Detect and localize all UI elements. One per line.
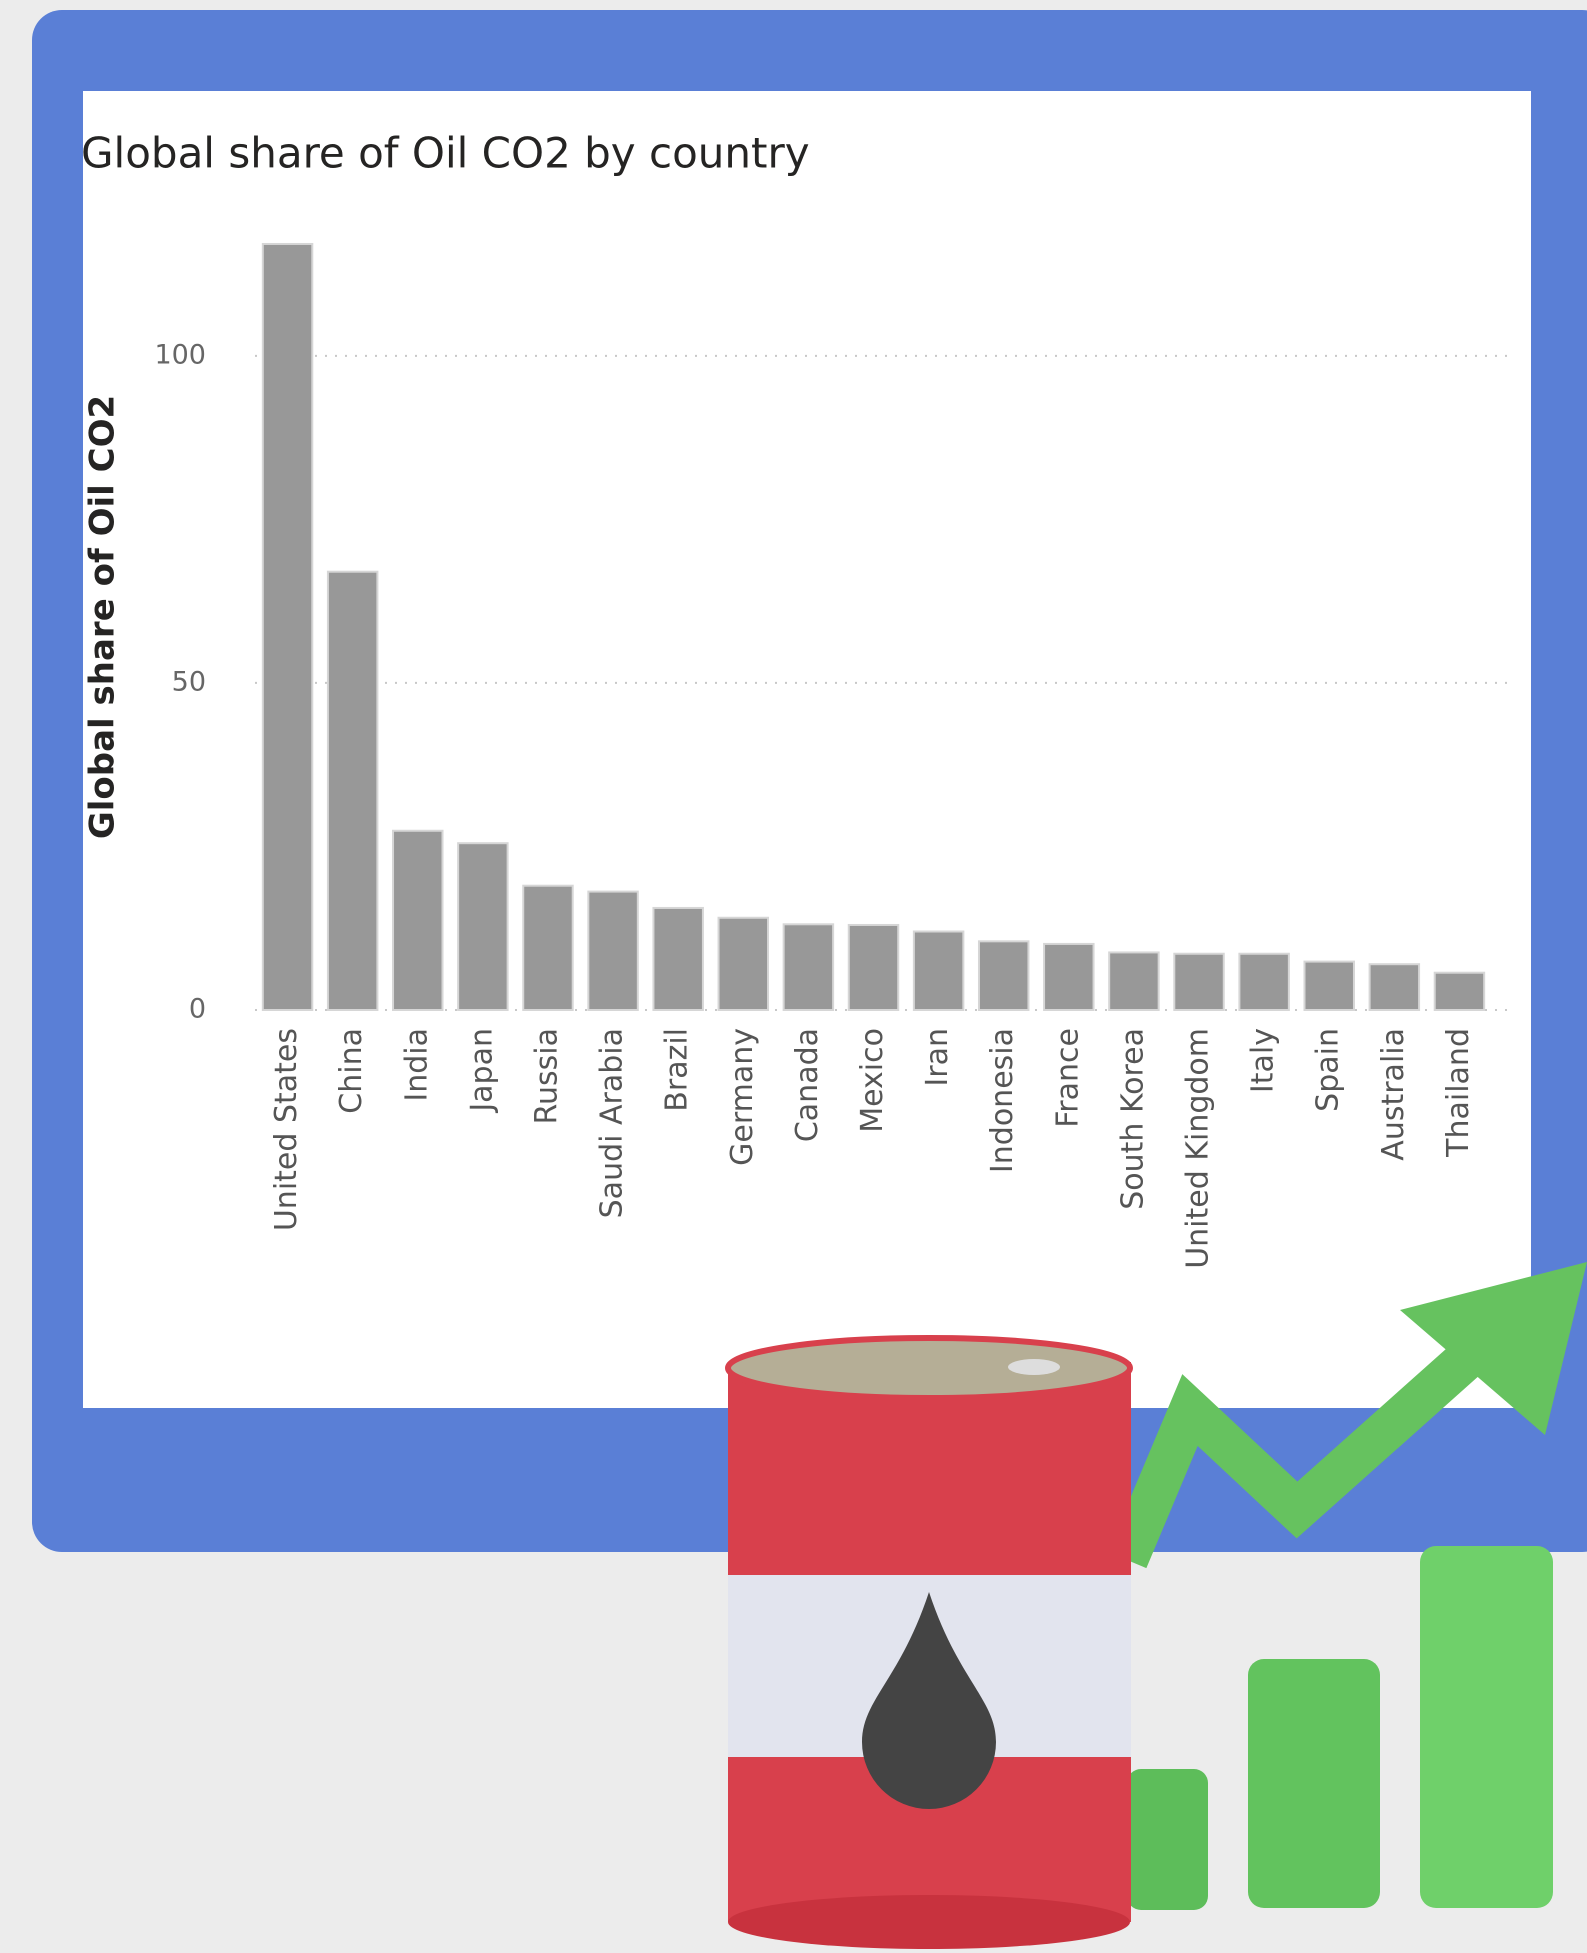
x-tick-label: France bbox=[1050, 1028, 1085, 1128]
bar bbox=[1368, 963, 1421, 1011]
decoration bbox=[725, 1262, 1587, 1949]
bar bbox=[977, 940, 1030, 1011]
bar bbox=[652, 906, 704, 1012]
x-tick-label: Canada bbox=[790, 1028, 825, 1142]
x-tick-label: Iran bbox=[920, 1028, 955, 1087]
bar bbox=[1043, 942, 1095, 1011]
deco-arrow bbox=[1107, 1304, 1524, 1569]
barrel-lid bbox=[725, 1335, 1133, 1401]
x-tick-label: United States bbox=[269, 1028, 304, 1231]
x-tick-label: India bbox=[399, 1028, 434, 1102]
bar bbox=[717, 916, 770, 1012]
y-tick-label: 100 bbox=[154, 339, 206, 370]
x-tick-label: United Kingdom bbox=[1181, 1028, 1216, 1269]
bar bbox=[1108, 951, 1160, 1012]
deco-bar bbox=[1248, 1659, 1380, 1908]
chart-title: Global share of Oil CO2 by country bbox=[81, 129, 810, 178]
x-tick-label: Russia bbox=[529, 1028, 564, 1125]
chart-card bbox=[83, 91, 1531, 1408]
bar bbox=[1303, 960, 1355, 1012]
x-tick-label: Australia bbox=[1376, 1028, 1411, 1161]
x-tick-label: South Korea bbox=[1115, 1028, 1150, 1210]
x-tick-label: China bbox=[334, 1028, 369, 1114]
deco-bar bbox=[1127, 1769, 1208, 1910]
bar bbox=[326, 570, 379, 1011]
barrel-cap bbox=[1008, 1359, 1060, 1375]
x-tick-label: Brazil bbox=[660, 1028, 695, 1112]
oil-drop bbox=[862, 1592, 996, 1809]
x-tick-label: Indonesia bbox=[985, 1028, 1020, 1173]
bar bbox=[261, 242, 314, 1012]
x-tick-label: Thailand bbox=[1441, 1028, 1476, 1158]
x-tick-label: Japan bbox=[464, 1028, 499, 1114]
bar bbox=[847, 923, 900, 1011]
x-tick-label: Saudi Arabia bbox=[595, 1028, 630, 1218]
bar bbox=[912, 930, 965, 1011]
deco-bar bbox=[1420, 1546, 1553, 1908]
bar bbox=[1173, 952, 1225, 1011]
plot-area: 0 50 100 United States China India Japan Russia… bbox=[154, 242, 1507, 1269]
barrel-bottom bbox=[728, 1895, 1130, 1949]
x-tick-label: Mexico bbox=[855, 1028, 890, 1133]
y-tick-label: 0 bbox=[189, 994, 206, 1025]
bar bbox=[1238, 952, 1290, 1011]
bar bbox=[587, 890, 639, 1011]
bar bbox=[522, 884, 574, 1011]
y-axis-label: Global share of Oil CO2 bbox=[83, 395, 123, 839]
y-tick-label: 50 bbox=[172, 666, 206, 697]
bar bbox=[782, 923, 835, 1011]
bar bbox=[457, 842, 509, 1011]
bar bbox=[392, 829, 444, 1012]
bar bbox=[1433, 971, 1486, 1012]
deco-arrow-head bbox=[1400, 1262, 1587, 1435]
x-tick-label: Italy bbox=[1246, 1028, 1281, 1093]
x-tick-label: Germany bbox=[725, 1028, 760, 1166]
x-tick-label: Spain bbox=[1311, 1028, 1346, 1112]
